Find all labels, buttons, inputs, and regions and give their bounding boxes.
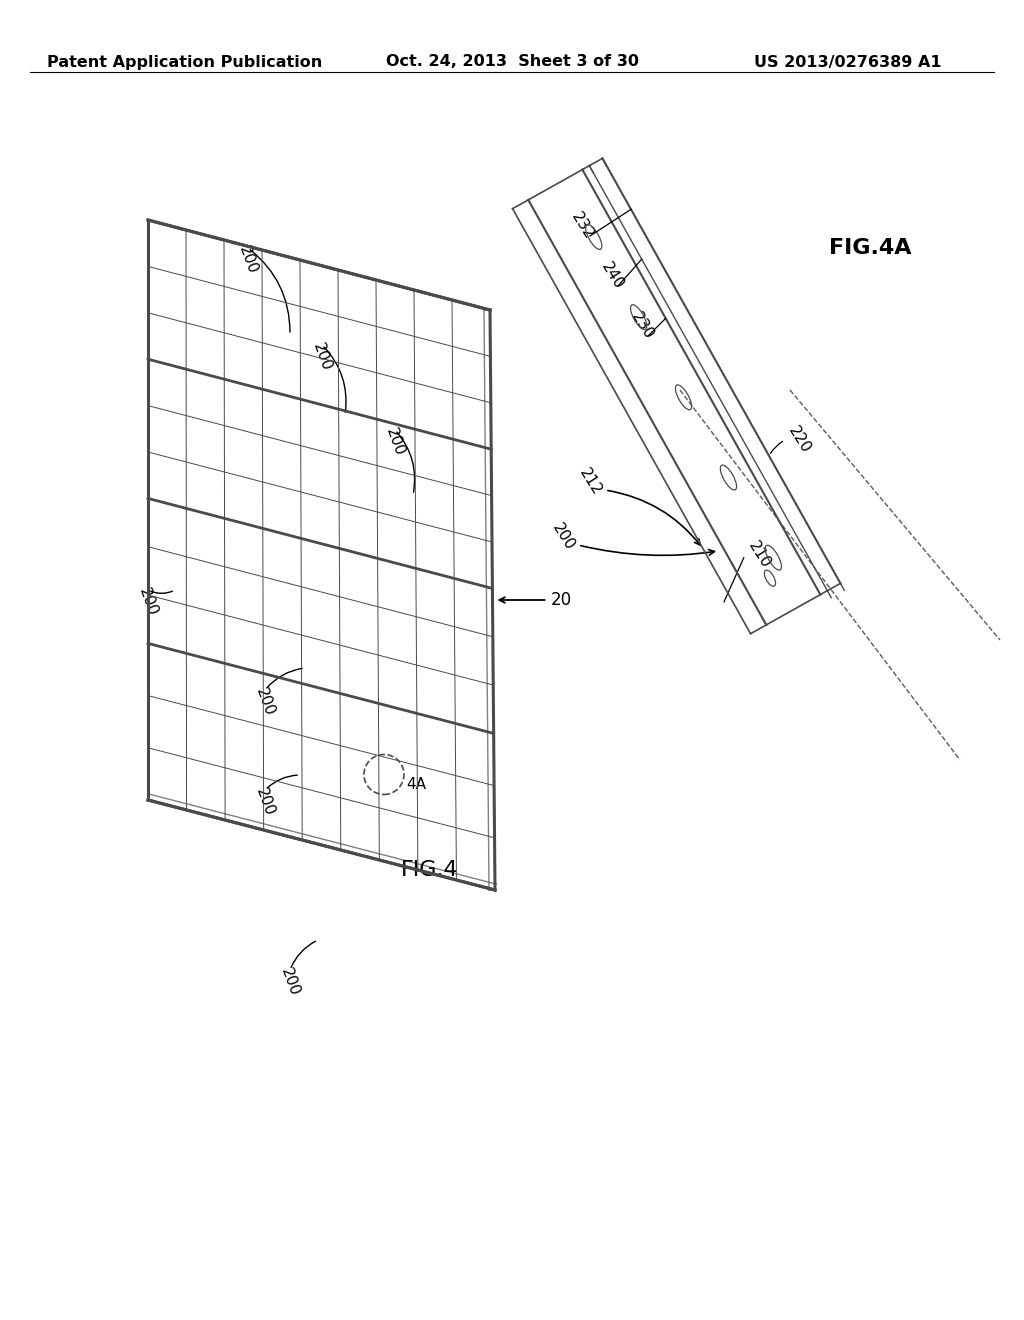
Text: 230: 230 [628,310,656,342]
Text: 200: 200 [383,426,407,458]
Text: US 2013/0276389 A1: US 2013/0276389 A1 [755,54,942,70]
Text: 210: 210 [745,539,773,572]
Text: 240: 240 [598,260,626,292]
Text: 220: 220 [785,424,813,457]
Text: FIG.4: FIG.4 [401,861,459,880]
Text: 200: 200 [253,785,276,818]
Text: 200: 200 [236,244,260,276]
Text: 200: 200 [253,686,276,718]
Text: FIG.4A: FIG.4A [828,238,911,257]
Text: 200: 200 [278,966,302,998]
Text: 212: 212 [575,466,604,498]
Text: 200: 200 [136,586,160,618]
Text: 200: 200 [549,521,577,553]
Text: 232: 232 [568,210,596,243]
Text: 200: 200 [310,341,334,374]
Text: Oct. 24, 2013  Sheet 3 of 30: Oct. 24, 2013 Sheet 3 of 30 [385,54,639,70]
Text: 20: 20 [551,591,572,609]
Text: 4A: 4A [406,777,426,792]
Text: Patent Application Publication: Patent Application Publication [47,54,323,70]
